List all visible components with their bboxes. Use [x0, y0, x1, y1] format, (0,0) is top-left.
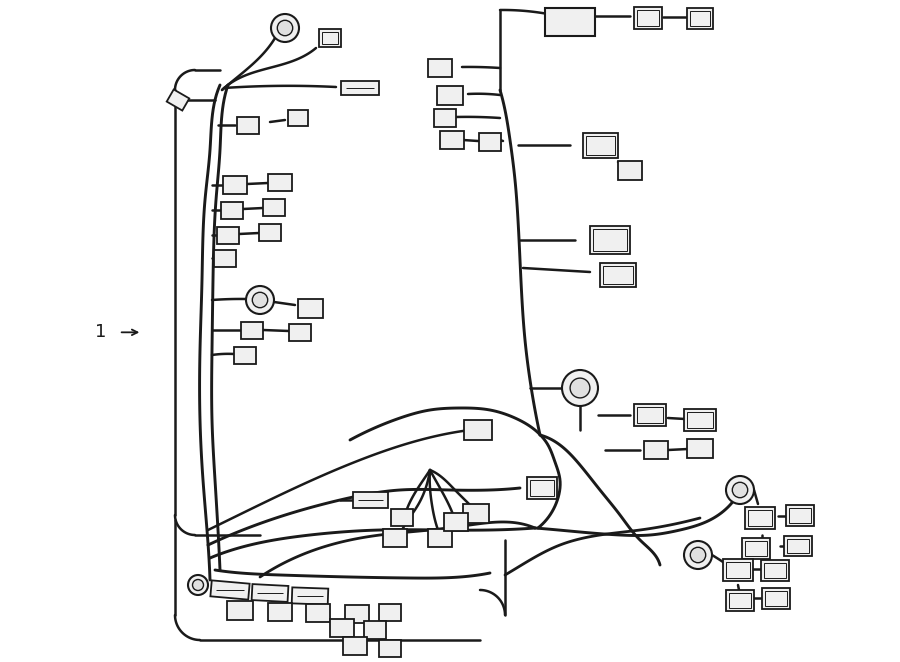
Bar: [428, 59, 452, 77]
Bar: [391, 508, 413, 526]
Bar: [298, 299, 322, 318]
Circle shape: [252, 293, 267, 308]
Bar: [786, 504, 814, 526]
Bar: [383, 529, 407, 547]
Bar: [690, 11, 710, 26]
Bar: [784, 536, 812, 556]
Bar: [745, 507, 775, 529]
Bar: [600, 263, 636, 287]
Bar: [428, 529, 452, 547]
Bar: [687, 7, 713, 28]
Bar: [440, 131, 464, 149]
Bar: [379, 639, 401, 657]
Circle shape: [246, 286, 274, 314]
Bar: [330, 619, 354, 637]
Bar: [268, 173, 292, 191]
Bar: [637, 10, 659, 26]
Bar: [764, 563, 786, 577]
Circle shape: [726, 476, 754, 504]
Bar: [637, 407, 663, 423]
Bar: [259, 224, 281, 240]
Bar: [214, 250, 236, 267]
Bar: [341, 81, 379, 95]
Bar: [765, 591, 787, 606]
Bar: [748, 510, 772, 526]
Bar: [726, 562, 750, 578]
Bar: [687, 412, 713, 428]
Bar: [687, 438, 713, 457]
Bar: [234, 346, 256, 363]
Bar: [437, 85, 463, 105]
Bar: [464, 420, 492, 440]
Bar: [319, 29, 341, 47]
Bar: [729, 592, 751, 608]
Bar: [263, 199, 285, 216]
Bar: [582, 132, 617, 158]
Bar: [211, 581, 249, 600]
Circle shape: [271, 14, 299, 42]
Bar: [268, 603, 292, 621]
Bar: [723, 559, 753, 581]
Bar: [787, 539, 809, 553]
Bar: [364, 621, 386, 639]
Circle shape: [733, 483, 748, 498]
Bar: [353, 492, 388, 508]
Circle shape: [570, 378, 590, 398]
Bar: [684, 409, 716, 431]
Bar: [644, 441, 668, 459]
Bar: [227, 600, 253, 620]
Bar: [618, 160, 642, 179]
Bar: [742, 538, 770, 559]
Circle shape: [277, 21, 292, 36]
Bar: [745, 540, 767, 555]
Bar: [593, 229, 627, 251]
Circle shape: [193, 579, 203, 591]
Bar: [237, 117, 259, 134]
Circle shape: [690, 547, 706, 563]
Bar: [726, 589, 754, 610]
Bar: [634, 7, 662, 29]
Circle shape: [188, 575, 208, 595]
Bar: [444, 513, 468, 531]
Bar: [463, 504, 489, 522]
Bar: [603, 266, 633, 284]
Bar: [343, 637, 367, 655]
Bar: [289, 324, 311, 340]
Bar: [288, 110, 308, 126]
Bar: [379, 604, 401, 620]
Bar: [762, 587, 790, 608]
Bar: [479, 133, 501, 151]
Bar: [586, 136, 615, 154]
Bar: [545, 8, 595, 36]
Bar: [530, 480, 554, 496]
Bar: [434, 109, 456, 127]
Bar: [241, 322, 263, 338]
Bar: [221, 201, 243, 218]
Bar: [634, 404, 666, 426]
Bar: [322, 32, 338, 44]
Bar: [166, 89, 189, 111]
Bar: [252, 584, 288, 602]
Bar: [590, 226, 630, 254]
Bar: [761, 559, 789, 581]
Bar: [217, 226, 239, 244]
Bar: [306, 604, 330, 622]
Circle shape: [562, 370, 598, 406]
Circle shape: [684, 541, 712, 569]
Bar: [789, 508, 811, 522]
Bar: [527, 477, 557, 499]
Bar: [292, 587, 328, 604]
Text: 1: 1: [94, 323, 106, 342]
Bar: [223, 176, 247, 194]
Bar: [345, 605, 369, 623]
